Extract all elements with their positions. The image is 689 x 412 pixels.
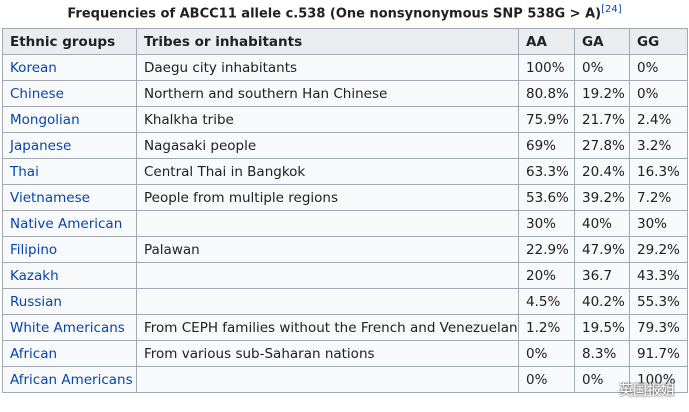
table-cell: 29.2% bbox=[629, 236, 688, 263]
table-row: Thai Central Thai in Bangkok 63.3% 20.4% 16.… bbox=[2, 158, 688, 185]
table-cell: 91.7% bbox=[629, 340, 688, 367]
group-link[interactable]: Korean bbox=[2, 54, 137, 81]
group-link[interactable]: Chinese bbox=[2, 80, 137, 107]
table-row: White Americans From CEPH families withou… bbox=[2, 314, 688, 341]
table-cell: 0% bbox=[629, 54, 688, 81]
group-link[interactable]: White Americans bbox=[2, 314, 137, 341]
header-row: Ethnic groups Tribes or inhabitants AA GA GG bbox=[2, 28, 688, 55]
table-cell: 100% bbox=[629, 366, 688, 393]
table-row: Russian 4.5% 40.2% 55.3% bbox=[2, 288, 688, 315]
table-row: African From various sub-Saharan nations 0… bbox=[2, 340, 688, 367]
table-cell: From CEPH families without the French an… bbox=[136, 314, 519, 341]
table-cell bbox=[136, 288, 519, 315]
table-cell: 19.2% bbox=[574, 80, 630, 107]
table-cell: 79.3% bbox=[629, 314, 688, 341]
table-cell: 30% bbox=[518, 210, 575, 237]
table-cell: 0% bbox=[518, 340, 575, 367]
table-cell: 22.9% bbox=[518, 236, 575, 263]
table-cell: Central Thai in Bangkok bbox=[136, 158, 519, 185]
header-cell: GA bbox=[574, 28, 630, 55]
table-cell: 20.4% bbox=[574, 158, 630, 185]
table-cell: 43.3% bbox=[629, 262, 688, 289]
table-cell: 40% bbox=[574, 210, 630, 237]
table-cell: Daegu city inhabitants bbox=[136, 54, 519, 81]
table-row: Filipino Palawan 22.9% 47.9% 29.2% bbox=[2, 236, 688, 263]
table-cell: 19.5% bbox=[574, 314, 630, 341]
table-cell: 53.6% bbox=[518, 184, 575, 211]
table-cell: Northern and southern Han Chinese bbox=[136, 80, 519, 107]
group-link[interactable]: African bbox=[2, 340, 137, 367]
table-cell: 21.7% bbox=[574, 106, 630, 133]
table-cell bbox=[136, 210, 519, 237]
table-row: African Americans 0% 0% 100% bbox=[2, 366, 688, 393]
header-cell: Ethnic groups bbox=[2, 28, 137, 55]
table-cell: 16.3% bbox=[629, 158, 688, 185]
table-cell: 7.2% bbox=[629, 184, 688, 211]
table-cell: 0% bbox=[629, 80, 688, 107]
table-cell: From various sub-Saharan nations bbox=[136, 340, 519, 367]
header-cell: Tribes or inhabitants bbox=[136, 28, 519, 55]
table-cell: 2.4% bbox=[629, 106, 688, 133]
group-link[interactable]: Russian bbox=[2, 288, 137, 315]
header-cell: AA bbox=[518, 28, 575, 55]
table-cell: 3.2% bbox=[629, 132, 688, 159]
table-cell: Nagasaki people bbox=[136, 132, 519, 159]
group-link[interactable]: African Americans bbox=[2, 366, 137, 393]
table-cell: 100% bbox=[518, 54, 575, 81]
group-link[interactable]: Thai bbox=[2, 158, 137, 185]
table-cell: 4.5% bbox=[518, 288, 575, 315]
table-cell: 75.9% bbox=[518, 106, 575, 133]
watermark: 英国报姐 bbox=[619, 383, 675, 399]
table-cell: 0% bbox=[574, 366, 630, 393]
table-cell: 36.7 bbox=[574, 262, 630, 289]
table-row: Japanese Nagasaki people 69% 27.8% 3.2% bbox=[2, 132, 688, 159]
table-cell: 30% bbox=[629, 210, 688, 237]
table-cell: 55.3% bbox=[629, 288, 688, 315]
table-cell bbox=[136, 262, 519, 289]
caption-title: Frequencies of ABCC11 allele c.538 (One … bbox=[67, 6, 602, 22]
table-cell: 40.2% bbox=[574, 288, 630, 315]
table-cell: 80.8% bbox=[518, 80, 575, 107]
table-caption: Frequencies of ABCC11 allele c.538 (One … bbox=[0, 4, 689, 21]
table-cell: 0% bbox=[574, 54, 630, 81]
group-link[interactable]: Kazakh bbox=[2, 262, 137, 289]
header-cell: GG bbox=[629, 28, 688, 55]
group-link[interactable]: Native American bbox=[2, 210, 137, 237]
group-link[interactable]: Vietnamese bbox=[2, 184, 137, 211]
reference[interactable]: [24] bbox=[601, 4, 622, 15]
table-cell: 27.8% bbox=[574, 132, 630, 159]
table-row: Kazakh 20% 36.7 43.3% bbox=[2, 262, 688, 289]
table-cell: 47.9% bbox=[574, 236, 630, 263]
table-cell: 0% bbox=[518, 366, 575, 393]
group-link[interactable]: Japanese bbox=[2, 132, 137, 159]
table-row: Native American 30% 40% 30% bbox=[2, 210, 688, 237]
data-table: Ethnic groups Tribes or inhabitants AA GA GG… bbox=[2, 28, 688, 393]
group-link[interactable]: Mongolian bbox=[2, 106, 137, 133]
table-cell bbox=[136, 366, 519, 393]
table-row: Mongolian Khalkha tribe 75.9% 21.7% 2.4% bbox=[2, 106, 688, 133]
table-row: Korean Daegu city inhabitants 100% 0% 0% bbox=[2, 54, 688, 81]
table-row: Vietnamese People from multiple regions 53… bbox=[2, 184, 688, 211]
table-cell: 1.2% bbox=[518, 314, 575, 341]
table-cell: 69% bbox=[518, 132, 575, 159]
table-cell: 63.3% bbox=[518, 158, 575, 185]
table-row: Chinese Northern and southern Han Chinese… bbox=[2, 80, 688, 107]
group-link[interactable]: Filipino bbox=[2, 236, 137, 263]
table-cell: 20% bbox=[518, 262, 575, 289]
table-cell: Palawan bbox=[136, 236, 519, 263]
table-cell: 8.3% bbox=[574, 340, 630, 367]
table-cell: 39.2% bbox=[574, 184, 630, 211]
table-cell: Khalkha tribe bbox=[136, 106, 519, 133]
table-cell: People from multiple regions bbox=[136, 184, 519, 211]
